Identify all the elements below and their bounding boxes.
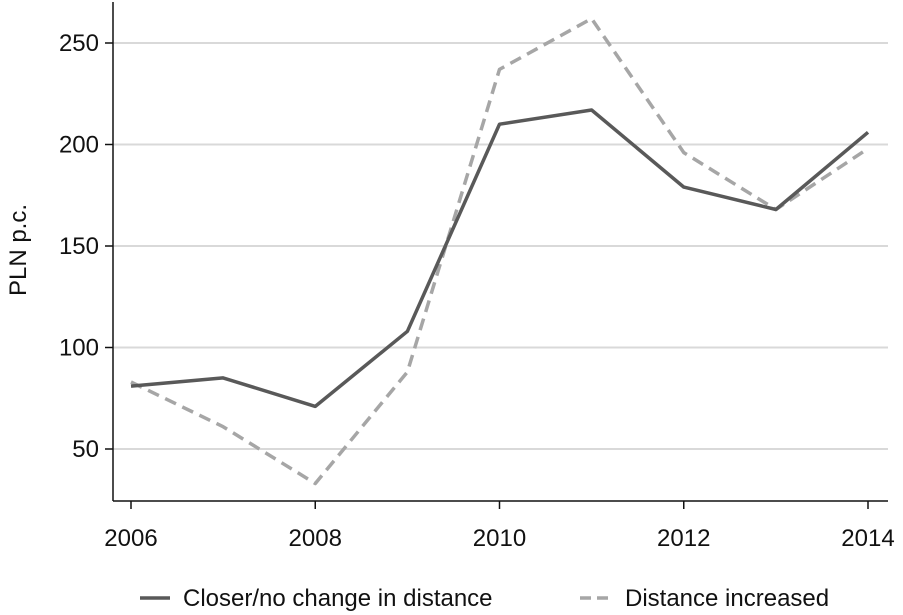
y-tick-label: 150	[59, 233, 99, 260]
legend-label-closer: Closer/no change in distance	[183, 585, 493, 612]
axes	[112, 2, 888, 502]
legend-label-distance-increased: Distance increased	[625, 585, 829, 612]
series-line-distance-increased	[130, 16, 869, 486]
series-line-closer	[130, 108, 870, 409]
y-ticks: 50 100 150 200 250	[59, 30, 113, 463]
y-axis-title: PLN p.c.	[5, 204, 32, 296]
y-tick-label: 250	[59, 30, 99, 57]
x-tick-label: 2014	[841, 525, 894, 552]
x-ticks: 2006 2008 2010 2012 2014	[104, 501, 895, 552]
x-tick-label: 2012	[657, 525, 710, 552]
series-lines	[130, 16, 870, 486]
y-tick-label: 50	[72, 436, 99, 463]
y-tick-label: 100	[59, 335, 99, 362]
legend: Closer/no change in distance Distance in…	[140, 585, 829, 612]
y-tick-label: 200	[59, 132, 99, 159]
x-tick-label: 2010	[473, 525, 526, 552]
gridlines	[113, 42, 888, 450]
x-tick-label: 2006	[104, 525, 157, 552]
x-tick-label: 2008	[289, 525, 342, 552]
